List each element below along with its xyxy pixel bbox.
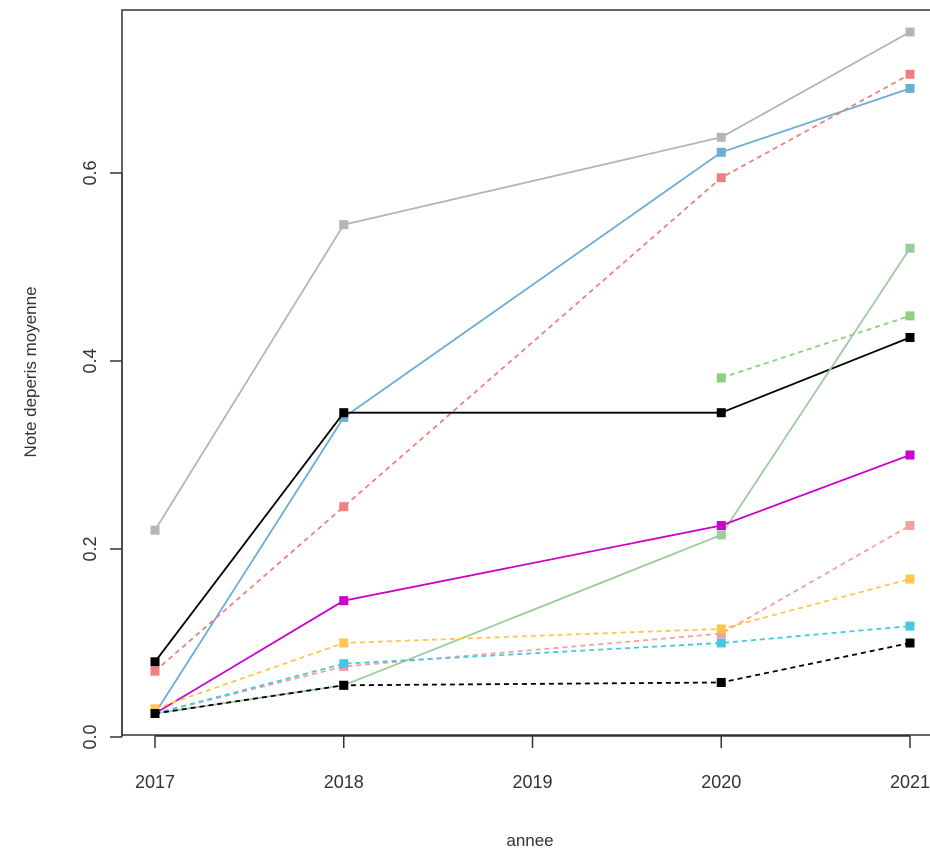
data-point: [150, 704, 160, 714]
series-line: [154, 73, 911, 672]
data-point: [339, 596, 349, 606]
series-layer: [150, 27, 915, 718]
data-point: [150, 657, 160, 667]
series-2: [150, 83, 915, 718]
x-tick-label: 2021: [890, 772, 930, 792]
y-tick-label: 0.6: [80, 160, 100, 185]
series-line: [154, 578, 911, 710]
x-tick-label: 2018: [324, 772, 364, 792]
data-point: [339, 638, 349, 648]
data-point: [905, 621, 915, 631]
data-point: [905, 638, 915, 648]
data-point: [716, 629, 726, 639]
data-point: [716, 521, 726, 530]
x-axis-title: annee: [506, 831, 553, 850]
data-point: [150, 666, 160, 676]
data-point: [905, 83, 915, 93]
data-point: [716, 147, 726, 157]
data-point: [339, 220, 349, 230]
series-line: [154, 642, 911, 715]
data-point: [905, 243, 915, 253]
series-1: [150, 27, 915, 535]
data-point: [716, 132, 726, 142]
series-line: [154, 524, 911, 715]
data-point: [716, 530, 726, 540]
y-tick-label: 0.0: [80, 724, 100, 749]
series-6: [716, 311, 915, 383]
data-point: [905, 27, 915, 37]
data-point: [716, 408, 726, 418]
y-tick-label: 0.2: [80, 536, 100, 561]
data-point: [339, 659, 349, 669]
series-9: [150, 574, 915, 714]
series-line: [154, 454, 911, 715]
data-point: [905, 574, 915, 584]
series-3: [150, 69, 915, 676]
data-point: [905, 311, 915, 321]
data-point: [905, 333, 915, 342]
data-point: [339, 502, 349, 512]
data-point: [339, 680, 349, 690]
data-point: [339, 408, 349, 418]
series-7: [150, 450, 915, 718]
series-line: [154, 31, 911, 531]
series-4: [150, 333, 915, 667]
series-line: [154, 247, 911, 715]
series-8: [150, 521, 915, 718]
data-point: [716, 677, 726, 687]
series-line: [720, 315, 911, 379]
y-axis: 0.0 0.2 0.4 0.6: [80, 160, 123, 750]
data-point: [905, 450, 915, 460]
data-point: [716, 624, 726, 634]
data-point: [150, 525, 160, 535]
plot-frame: [121, 9, 930, 736]
y-tick-label: 0.4: [80, 348, 100, 373]
data-point: [716, 373, 726, 383]
x-tick-label: 2017: [135, 772, 175, 792]
data-point: [150, 709, 160, 718]
data-point: [905, 69, 915, 79]
data-point: [716, 638, 726, 648]
series-line: [154, 625, 911, 715]
series-line: [154, 336, 911, 663]
data-point: [339, 412, 349, 422]
x-tick-label: 2019: [512, 772, 552, 792]
x-axis: 2017 2018 2019 2020 2021: [135, 735, 930, 792]
x-tick-label: 2020: [701, 772, 741, 792]
data-point: [716, 173, 726, 183]
series-line: [154, 87, 911, 714]
data-point: [905, 521, 915, 530]
y-axis-title: Note deperis moyenne: [21, 286, 40, 457]
series-11: [150, 638, 915, 718]
